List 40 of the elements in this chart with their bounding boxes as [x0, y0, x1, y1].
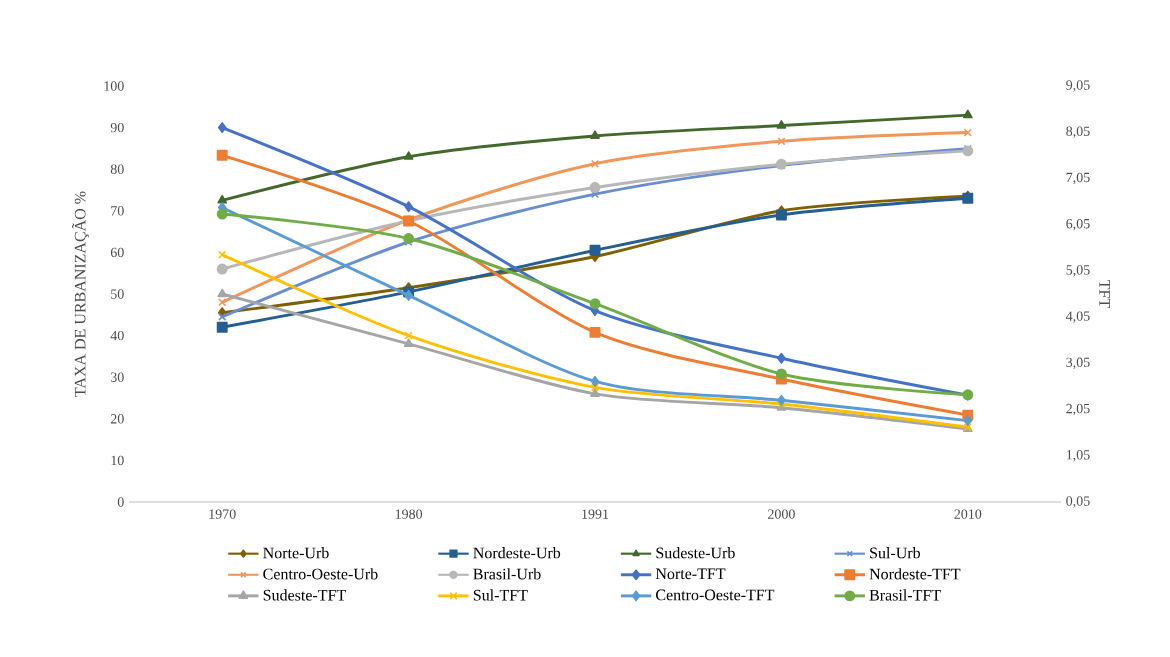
legend-label: Sudeste-Urb: [656, 547, 735, 559]
y-tick-label: 60: [110, 247, 124, 258]
y-tick-label: 40: [110, 330, 124, 341]
legend-label: Centro-Oeste-Urb: [263, 568, 378, 580]
y2-tick-label: 6,05: [1066, 218, 1090, 231]
y-tick-label: 10: [111, 455, 124, 466]
legend-label: Brasil-TFT: [869, 589, 941, 601]
y2-tick-label: 8,05: [1066, 126, 1090, 138]
y2-tick-label: 4,05: [1065, 311, 1090, 323]
y-tick-label: 0: [117, 497, 124, 507]
legend-label: Norte-TFT: [655, 568, 726, 580]
legend-label: Sudeste-TFT: [263, 589, 346, 601]
y-tick-label: 70: [111, 206, 124, 216]
legend-label: Norte-Urb: [263, 547, 329, 559]
y-tick-label: 80: [110, 164, 124, 174]
legend-label: Sul-Urb: [870, 547, 921, 559]
legend-label: Nordeste-TFT: [869, 568, 961, 580]
y-tick-label: 90: [110, 122, 124, 133]
x-tick-label: 1991: [582, 509, 609, 519]
y-tick-label: 20: [110, 414, 124, 424]
y2-tick-label: 7,05: [1066, 172, 1090, 185]
y-tick-label: 30: [110, 372, 124, 382]
x-tick-label: 2010: [954, 509, 982, 519]
legend-label: Sul-TFT: [473, 589, 528, 601]
x-tick-label: 1970: [209, 509, 236, 519]
y-tick-label: 100: [104, 81, 124, 91]
y2-tick-label: 3,05: [1066, 357, 1090, 370]
y2-tick-label: 5,05: [1066, 265, 1090, 277]
y2-tick-label: 0,05: [1066, 496, 1090, 508]
y-tick-label: 50: [111, 289, 124, 299]
legend-label: Nordeste-Urb: [473, 547, 561, 559]
y2-tick-label: 2,05: [1066, 403, 1090, 416]
y-axis-title: TAXA DE URBANIZAÇÃO %: [72, 191, 89, 397]
legend-label: Centro-Oeste-TFT: [656, 589, 775, 601]
x-tick-label: 1980: [395, 509, 423, 519]
y2-tick-label: 9,05: [1066, 80, 1090, 92]
y2-axis-title: TFT: [1099, 280, 1110, 308]
y2-tick-label: 1,05: [1066, 450, 1090, 462]
legend-label: Brasil-Urb: [473, 568, 541, 580]
x-tick-label: 2000: [768, 509, 795, 519]
